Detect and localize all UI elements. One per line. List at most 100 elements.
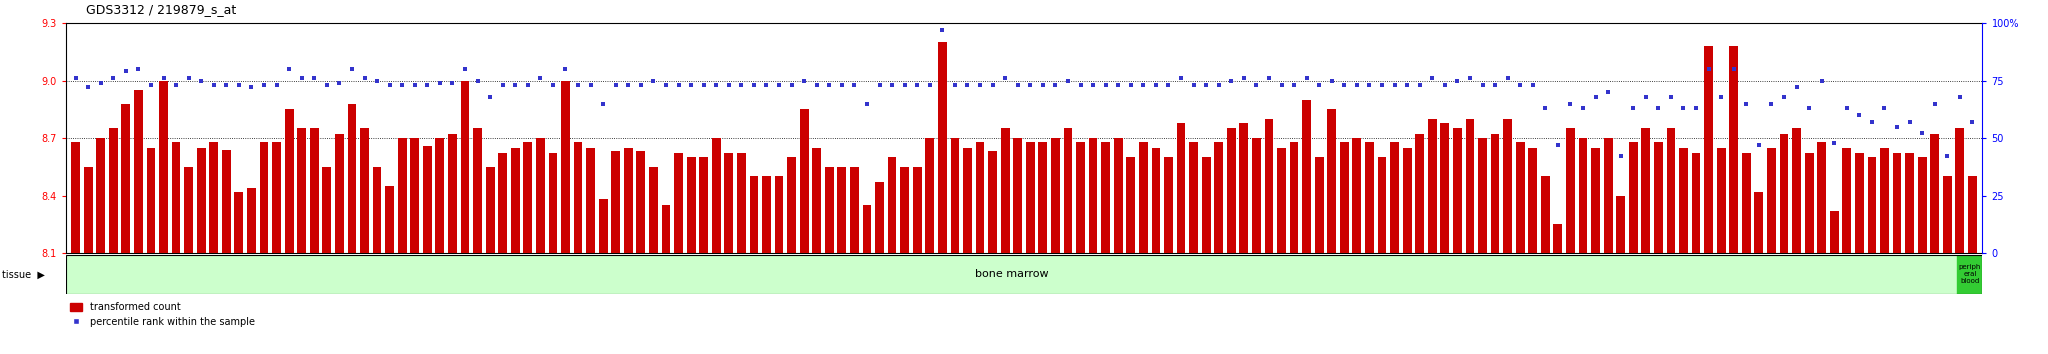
Point: [1202, 82, 1235, 88]
Point: [813, 82, 846, 88]
Bar: [1917, 157, 1927, 253]
Point: [1731, 101, 1763, 107]
Bar: [1755, 192, 1763, 253]
Bar: [498, 153, 508, 253]
Point: [72, 85, 104, 90]
Bar: [1452, 129, 1462, 253]
Bar: [1075, 142, 1085, 253]
Bar: [336, 134, 344, 253]
Point: [324, 80, 356, 86]
Point: [236, 85, 268, 90]
Bar: [1503, 119, 1511, 253]
Point: [1819, 140, 1851, 145]
Point: [1931, 154, 1964, 159]
Bar: [825, 167, 834, 253]
Bar: [1958, 255, 1982, 294]
Text: GDS3312 / 219879_s_at: GDS3312 / 219879_s_at: [86, 3, 236, 16]
Point: [713, 82, 745, 88]
Bar: [285, 109, 293, 253]
Bar: [1403, 148, 1411, 253]
Bar: [1327, 109, 1335, 253]
Bar: [1339, 142, 1350, 253]
Bar: [1479, 138, 1487, 253]
Point: [123, 66, 156, 72]
Point: [901, 82, 934, 88]
Bar: [1579, 138, 1587, 253]
Bar: [1239, 123, 1247, 253]
Point: [612, 82, 645, 88]
Bar: [1190, 142, 1198, 253]
Bar: [612, 152, 621, 253]
Point: [1026, 82, 1059, 88]
Bar: [209, 142, 219, 253]
Point: [989, 75, 1022, 81]
Point: [1266, 82, 1298, 88]
Bar: [1290, 142, 1298, 253]
Bar: [1440, 123, 1450, 253]
Point: [248, 82, 281, 88]
Point: [1554, 101, 1587, 107]
Bar: [410, 138, 420, 253]
Bar: [1114, 138, 1122, 253]
Point: [311, 82, 344, 88]
Point: [1919, 101, 1952, 107]
Bar: [1051, 138, 1059, 253]
Point: [862, 82, 895, 88]
Point: [285, 75, 317, 81]
Point: [537, 82, 569, 88]
Bar: [322, 167, 332, 253]
Point: [1001, 82, 1034, 88]
Bar: [1001, 129, 1010, 253]
Bar: [750, 176, 758, 253]
Point: [1227, 75, 1260, 81]
Point: [473, 94, 506, 99]
Point: [1892, 119, 1925, 125]
Bar: [1151, 148, 1161, 253]
Bar: [1743, 153, 1751, 253]
Point: [725, 82, 758, 88]
Point: [965, 82, 997, 88]
Point: [436, 80, 469, 86]
Point: [1956, 119, 1989, 125]
Bar: [1692, 153, 1700, 253]
Bar: [297, 129, 305, 253]
Point: [1114, 82, 1147, 88]
Point: [573, 82, 606, 88]
Bar: [172, 142, 180, 253]
Bar: [1628, 142, 1638, 253]
Bar: [573, 142, 582, 253]
Point: [1341, 82, 1374, 88]
Point: [109, 69, 141, 74]
Point: [1616, 105, 1649, 111]
Point: [461, 78, 494, 83]
Bar: [1278, 148, 1286, 253]
Point: [1692, 66, 1724, 72]
Point: [1479, 82, 1511, 88]
Bar: [1616, 196, 1624, 253]
Bar: [1968, 176, 1976, 253]
Bar: [1880, 148, 1888, 253]
Point: [1843, 112, 1876, 118]
Point: [412, 82, 444, 88]
Bar: [913, 167, 922, 253]
Point: [1755, 101, 1788, 107]
Point: [1165, 75, 1198, 81]
Bar: [586, 148, 596, 253]
Point: [59, 75, 92, 81]
Bar: [1063, 129, 1073, 253]
Point: [500, 82, 532, 88]
Bar: [801, 109, 809, 253]
Point: [1868, 105, 1901, 111]
Bar: [649, 167, 657, 253]
Point: [135, 82, 168, 88]
Point: [1880, 124, 1913, 130]
Bar: [510, 148, 520, 253]
Point: [1542, 142, 1575, 148]
Bar: [774, 176, 784, 253]
Point: [825, 82, 858, 88]
Bar: [1817, 142, 1827, 253]
Bar: [1944, 176, 1952, 253]
Point: [737, 82, 770, 88]
Point: [84, 80, 117, 86]
Bar: [637, 152, 645, 253]
